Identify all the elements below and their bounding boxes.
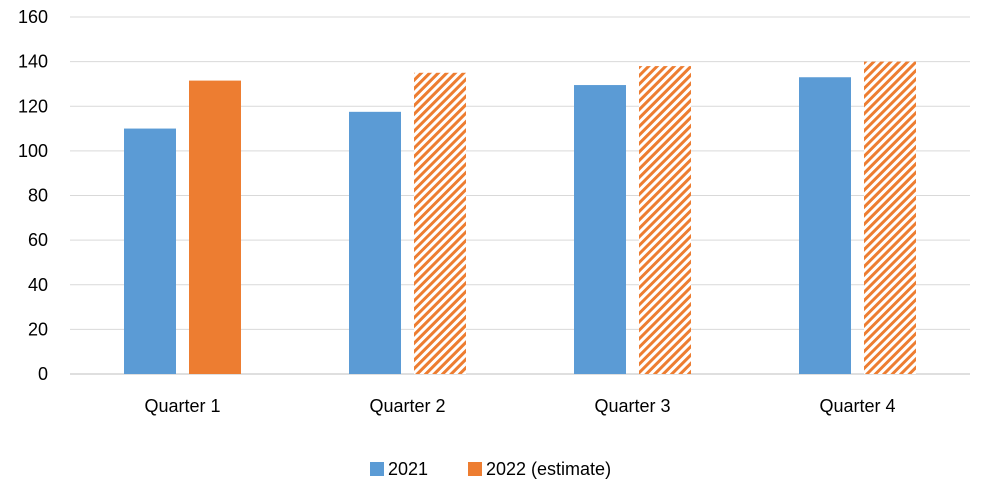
bar-2021-quarter-1 (124, 128, 176, 374)
legend-swatch-1 (468, 462, 482, 476)
y-tick-label: 80 (28, 186, 48, 206)
legend-label-1: 2022 (estimate) (486, 459, 611, 479)
x-category-label: Quarter 3 (594, 396, 670, 416)
x-category-label: Quarter 2 (369, 396, 445, 416)
bar-2022-estimate--quarter-3 (639, 66, 691, 375)
y-tick-label: 0 (38, 364, 48, 384)
bar-2021-quarter-3 (574, 85, 626, 374)
y-tick-label: 160 (18, 7, 48, 27)
legend-label-0: 2021 (388, 459, 428, 479)
bar-2022-estimate--quarter-4 (864, 61, 916, 374)
legend-swatch-0 (370, 462, 384, 476)
bar-2021-quarter-4 (799, 77, 851, 375)
y-tick-label: 20 (28, 319, 48, 339)
x-category-label: Quarter 4 (819, 396, 895, 416)
bar-2021-quarter-2 (349, 111, 401, 374)
y-axis-tick-labels: 0 20 40 60 80 100 120 140 160 (18, 7, 48, 384)
y-tick-label: 40 (28, 275, 48, 295)
x-category-label: Quarter 1 (144, 396, 220, 416)
bar-2022-estimate--quarter-2 (414, 72, 466, 374)
y-tick-label: 60 (28, 230, 48, 250)
x-axis-category-labels: Quarter 1 Quarter 2 Quarter 3 Quarter 4 (144, 396, 895, 416)
y-tick-label: 140 (18, 52, 48, 72)
y-tick-label: 100 (18, 141, 48, 161)
bars (124, 61, 916, 375)
legend: 2021 2022 (estimate) (370, 459, 611, 479)
y-tick-label: 120 (18, 96, 48, 116)
bar-2022-estimate--quarter-1 (189, 80, 241, 374)
